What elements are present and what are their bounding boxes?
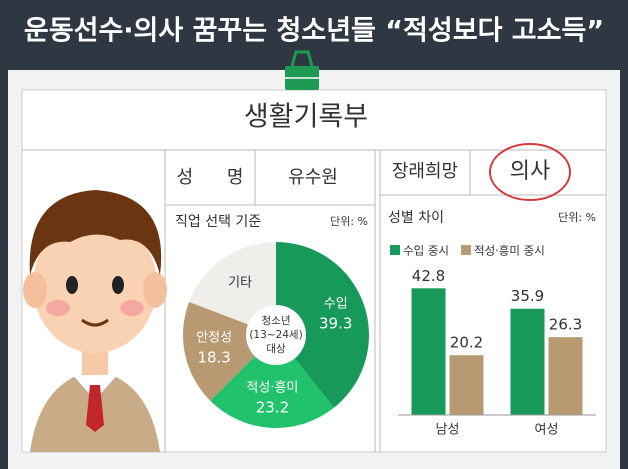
slice-label: 안정성 bbox=[196, 331, 232, 346]
bar-value: 20.2 bbox=[450, 334, 483, 352]
bar bbox=[548, 337, 583, 415]
red-circle bbox=[489, 143, 571, 201]
wish-value: 의사 bbox=[510, 159, 550, 184]
slice-value: 18.3 bbox=[197, 349, 230, 367]
unit-label: 단위: % bbox=[330, 215, 368, 228]
slice-value: 23.2 bbox=[256, 399, 289, 417]
unit-label: 단위: % bbox=[558, 211, 596, 224]
slice-label: 기타 bbox=[228, 275, 252, 290]
pie-slice bbox=[210, 335, 334, 429]
pie-slice bbox=[276, 242, 370, 408]
bar bbox=[411, 288, 446, 415]
pie-slice bbox=[189, 242, 276, 335]
form-grid bbox=[22, 149, 606, 452]
pie-center bbox=[246, 305, 306, 365]
bar-value: 35.9 bbox=[511, 287, 544, 305]
legend-swatch bbox=[390, 245, 400, 255]
center-label: 대상 bbox=[266, 343, 286, 355]
portrait bbox=[23, 190, 167, 452]
name-value: 유수원 bbox=[288, 167, 338, 188]
center-label: (13~24세) bbox=[249, 329, 302, 341]
panel-title: 직업 선택 기준 bbox=[175, 214, 261, 230]
legend-swatch bbox=[460, 245, 471, 255]
name-label: 성 명 bbox=[177, 167, 244, 188]
x-tick-label: 여성 bbox=[535, 423, 559, 438]
bar bbox=[510, 308, 545, 415]
bar-value: 26.3 bbox=[549, 316, 582, 334]
legend-label: 적성·흥미 중시 bbox=[474, 244, 545, 258]
slice-value: 39.3 bbox=[319, 315, 352, 333]
center-label: 청소년 bbox=[262, 315, 291, 327]
page-title: 운동선수·의사 꿈꾸는 청소년들 “적성보다 고소득” bbox=[24, 16, 604, 47]
x-tick-label: 남성 bbox=[436, 423, 460, 438]
slice-label: 수입 bbox=[324, 297, 348, 312]
binder-clip bbox=[285, 50, 319, 90]
legend-label: 수입 중시 bbox=[403, 244, 449, 258]
slice-label: 적성·흥미 bbox=[246, 381, 298, 396]
panel-title: 성별 차이 bbox=[388, 210, 444, 226]
record-title: 생활기록부 bbox=[244, 102, 368, 133]
wish-label: 장래희망 bbox=[392, 161, 458, 182]
bar-value: 42.8 bbox=[412, 267, 445, 285]
bar bbox=[449, 355, 484, 415]
